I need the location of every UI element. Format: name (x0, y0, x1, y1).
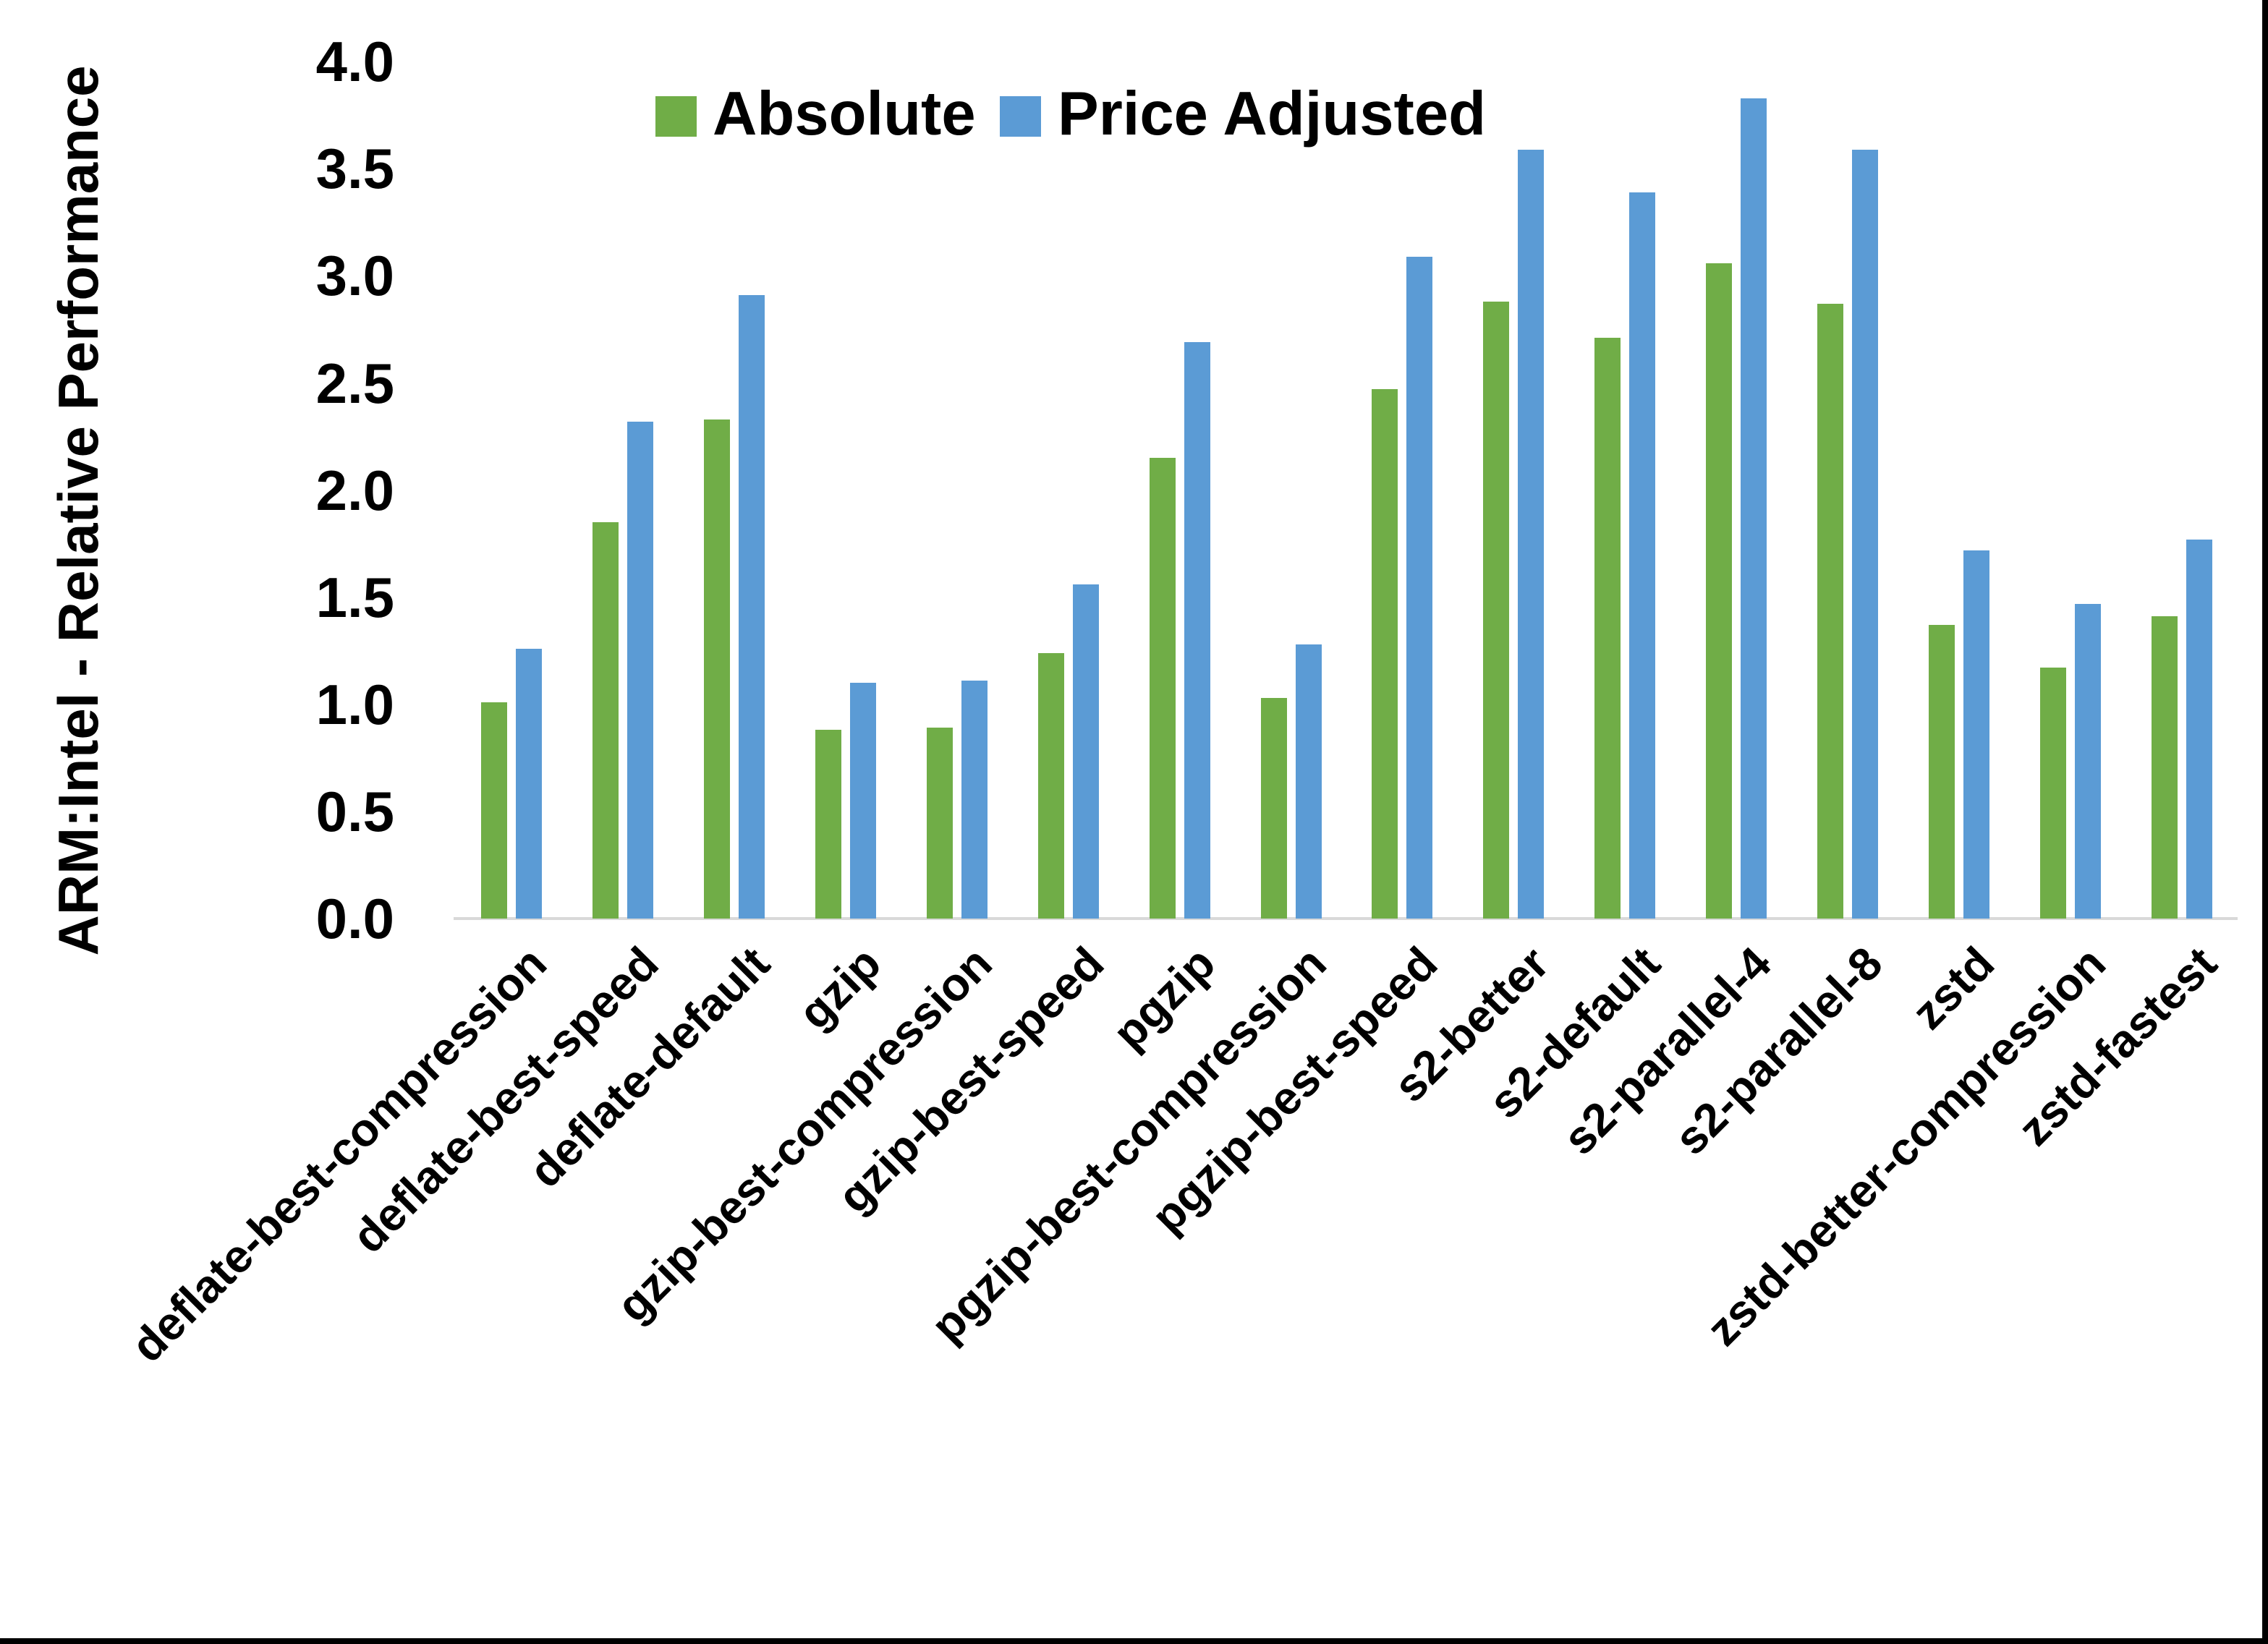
bar-price-adjusted-zstd (1963, 550, 1989, 919)
bar-absolute-zstd-better-compression (2040, 668, 2066, 919)
bar-absolute-s2-parallel-8 (1817, 304, 1843, 919)
bar-absolute-gzip-best-speed (1038, 653, 1064, 919)
bar-price-adjusted-gzip-best-speed (1073, 584, 1099, 919)
y-tick-label: 0.5 (315, 780, 394, 843)
bar-absolute-zstd (1929, 625, 1955, 919)
bar-absolute-deflate-default (704, 419, 730, 919)
bar-absolute-s2-default (1594, 338, 1621, 919)
x-axis-label: gzip (788, 937, 891, 1039)
legend-label-price-adjusted: Price Adjusted (1058, 80, 1487, 148)
bar-price-adjusted-pgzip-best-speed (1406, 257, 1432, 919)
screenshot-right-border (2262, 0, 2268, 1644)
bar-absolute-s2-parallel-4 (1706, 263, 1732, 919)
bar-price-adjusted-s2-parallel-4 (1741, 98, 1767, 919)
bar-price-adjusted-zstd-fastest (2186, 540, 2212, 919)
bar-price-adjusted-s2-parallel-8 (1852, 150, 1878, 919)
y-tick-label: 2.5 (315, 352, 394, 415)
legend-swatch-absolute (655, 96, 697, 137)
bar-price-adjusted-zstd-better-compression (2075, 604, 2101, 919)
bar-absolute-pgzip (1150, 458, 1176, 919)
y-tick-label: 3.5 (315, 137, 394, 200)
y-tick-label: 1.5 (315, 566, 394, 629)
y-tick-label: 2.0 (315, 459, 394, 522)
legend-swatch-price-adjusted (1000, 96, 1041, 137)
bar-absolute-zstd-fastest (2152, 616, 2178, 919)
bar-price-adjusted-deflate-best-compression (516, 649, 542, 919)
bar-price-adjusted-deflate-best-speed (627, 422, 653, 919)
bar-price-adjusted-gzip (850, 683, 876, 919)
bar-absolute-pgzip-best-speed (1372, 389, 1398, 919)
bar-absolute-deflate-best-speed (593, 522, 619, 919)
y-tick-label: 3.0 (315, 244, 394, 307)
bar-absolute-gzip (815, 730, 841, 919)
screenshot-bottom-border (0, 1638, 2268, 1644)
bar-price-adjusted-pgzip-best-compression (1296, 644, 1322, 919)
y-tick-label: 1.0 (315, 673, 394, 736)
x-axis-line (454, 917, 2238, 920)
y-axis-title: ARM:Intel - Relative Performance (46, 65, 110, 956)
bar-absolute-pgzip-best-compression (1261, 698, 1287, 919)
y-tick-label: 0.0 (315, 887, 394, 950)
bar-price-adjusted-deflate-default (739, 295, 765, 919)
x-axis-label: deflate-best-compression (121, 937, 557, 1372)
bar-price-adjusted-gzip-best-compression (961, 681, 988, 919)
bar-price-adjusted-s2-better (1518, 150, 1544, 919)
legend-label-absolute: Absolute (713, 80, 976, 148)
bar-price-adjusted-s2-default (1629, 192, 1655, 919)
bar-absolute-gzip-best-compression (927, 728, 953, 919)
bar-absolute-deflate-best-compression (481, 702, 507, 919)
bar-absolute-s2-better (1483, 302, 1509, 919)
bar-price-adjusted-pgzip (1184, 342, 1210, 919)
x-axis-label: zstd (1901, 937, 2005, 1039)
y-tick-label: 4.0 (315, 30, 394, 93)
